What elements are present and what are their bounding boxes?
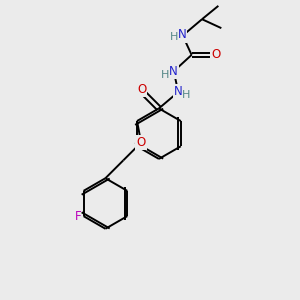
- Text: F: F: [75, 210, 82, 223]
- Text: N: N: [169, 65, 178, 78]
- Text: H: H: [169, 32, 178, 42]
- Text: O: O: [212, 48, 221, 62]
- Text: H: H: [182, 90, 191, 100]
- Text: O: O: [137, 83, 146, 96]
- Text: O: O: [136, 136, 146, 149]
- Text: N: N: [177, 28, 186, 41]
- Text: H: H: [161, 70, 169, 80]
- Text: N: N: [174, 85, 183, 98]
